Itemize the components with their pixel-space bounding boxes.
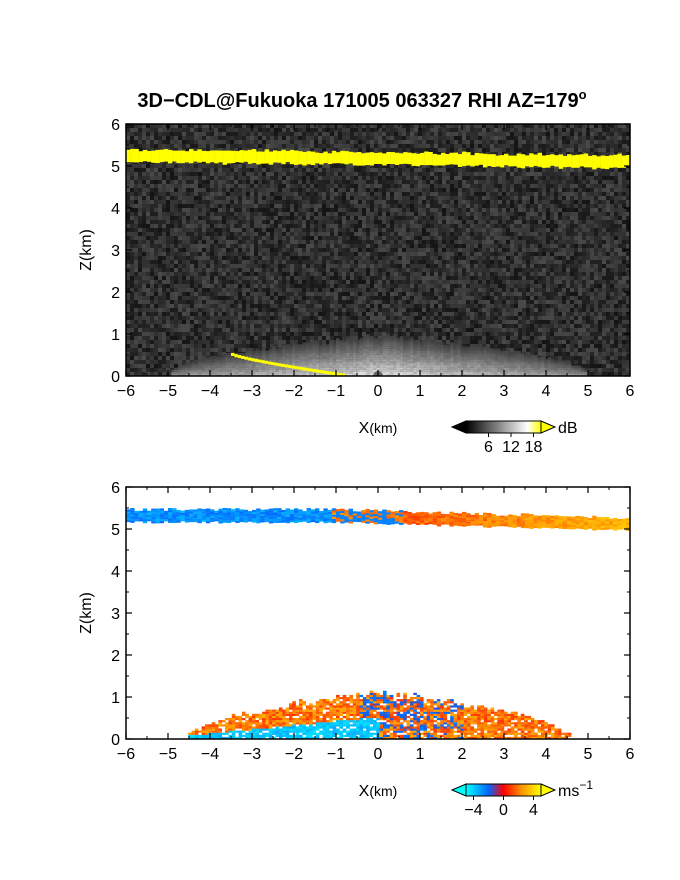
- colorbar-1-bar: [465, 420, 542, 434]
- x-tick-label: −5: [159, 746, 177, 763]
- x-tick-label: −3: [243, 383, 261, 400]
- x-tick-label: −1: [327, 383, 345, 400]
- y-tick-label: 6: [111, 480, 120, 497]
- y-tick-label: 5: [111, 159, 120, 176]
- y-tick-label: 2: [111, 648, 120, 665]
- x-tick-label: 4: [542, 746, 551, 763]
- x-tick-label: 2: [458, 746, 467, 763]
- x-tick-label: 3: [500, 383, 509, 400]
- y-tick-label: 4: [111, 201, 120, 218]
- ticks-1: −6 −5 −4 −3 −2 −1 0 1 2 3 4 5 6 0 1 2 3 4 5 6: [111, 117, 634, 400]
- x-tick-label: 4: [542, 383, 551, 400]
- colorbar-2-over-arrow: [540, 783, 557, 797]
- y-tick-label: 0: [111, 369, 120, 386]
- x-tick-label: −4: [201, 383, 219, 400]
- x-tick-label: −5: [159, 383, 177, 400]
- colorbar-1-under-arrow: [450, 420, 467, 434]
- y-tick-label: 1: [111, 690, 120, 707]
- velocity-field: [126, 508, 630, 739]
- colorbar-tick-label: 12: [502, 439, 520, 456]
- y-tick-label: 3: [111, 606, 120, 623]
- x-tick-label: −2: [285, 383, 303, 400]
- y-tick-label: 3: [111, 243, 120, 260]
- colorbar-2-bar: [465, 783, 542, 797]
- x-tick-label: −6: [117, 746, 135, 763]
- colorbar-2-under-arrow: [450, 783, 467, 797]
- y-tick-label: 1: [111, 327, 120, 344]
- x-tick-label: 0: [374, 383, 383, 400]
- x-tick-label: 2: [458, 383, 467, 400]
- x-tick-label: −6: [117, 383, 135, 400]
- colorbar-tick-label: −4: [464, 802, 482, 819]
- reflectivity-field: [126, 124, 630, 376]
- y-tick-label: 6: [111, 117, 120, 134]
- x-tick-label: 1: [416, 383, 425, 400]
- colorbar-1: 6 12 18 dB: [450, 420, 578, 456]
- colorbar-tick-label: 6: [484, 439, 493, 456]
- colorbar-tick-label: 18: [525, 439, 543, 456]
- colorbar-1-unit: dB: [558, 420, 578, 437]
- colorbar-1-over-arrow: [540, 420, 557, 434]
- ticks-2: −6 −5 −4 −3 −2 −1 0 1 2 3 4 5 6 0 1 2 3 4 5 6: [111, 480, 634, 763]
- x-tick-label: 6: [626, 383, 635, 400]
- x-tick-label: 6: [626, 746, 635, 763]
- panel-velocity: −6 −5 −4 −3 −2 −1 0 1 2 3 4 5 6 0 1 2 3 4 5 6 X(km) Z(km) −…: [78, 480, 635, 819]
- y-tick-label: 4: [111, 564, 120, 581]
- colorbar-tick-label: 4: [529, 802, 538, 819]
- x-tick-label: −1: [327, 746, 345, 763]
- x-tick-label: 1: [416, 746, 425, 763]
- x-tick-label: 3: [500, 746, 509, 763]
- y-tick-label: 2: [111, 285, 120, 302]
- x-tick-label: 0: [374, 746, 383, 763]
- colorbar-2-unit: ms−1: [558, 778, 593, 800]
- x-tick-label: −3: [243, 746, 261, 763]
- chart-title: 3D−CDL@Fukuoka 171005 063327 RHI AZ=179o: [137, 87, 586, 112]
- x-axis-label-1: X(km): [359, 420, 398, 437]
- x-tick-label: 5: [584, 746, 593, 763]
- colorbar-tick-label: 0: [499, 802, 508, 819]
- x-tick-label: −4: [201, 746, 219, 763]
- y-tick-label: 5: [111, 522, 120, 539]
- y-axis-label-1: Z(km): [78, 229, 95, 271]
- y-tick-label: 0: [111, 732, 120, 749]
- x-tick-label: 5: [584, 383, 593, 400]
- y-axis-label-2: Z(km): [78, 592, 95, 634]
- x-tick-label: −2: [285, 746, 303, 763]
- colorbar-2: −4 0 4 ms−1: [450, 778, 593, 819]
- x-axis-label-2: X(km): [359, 783, 398, 800]
